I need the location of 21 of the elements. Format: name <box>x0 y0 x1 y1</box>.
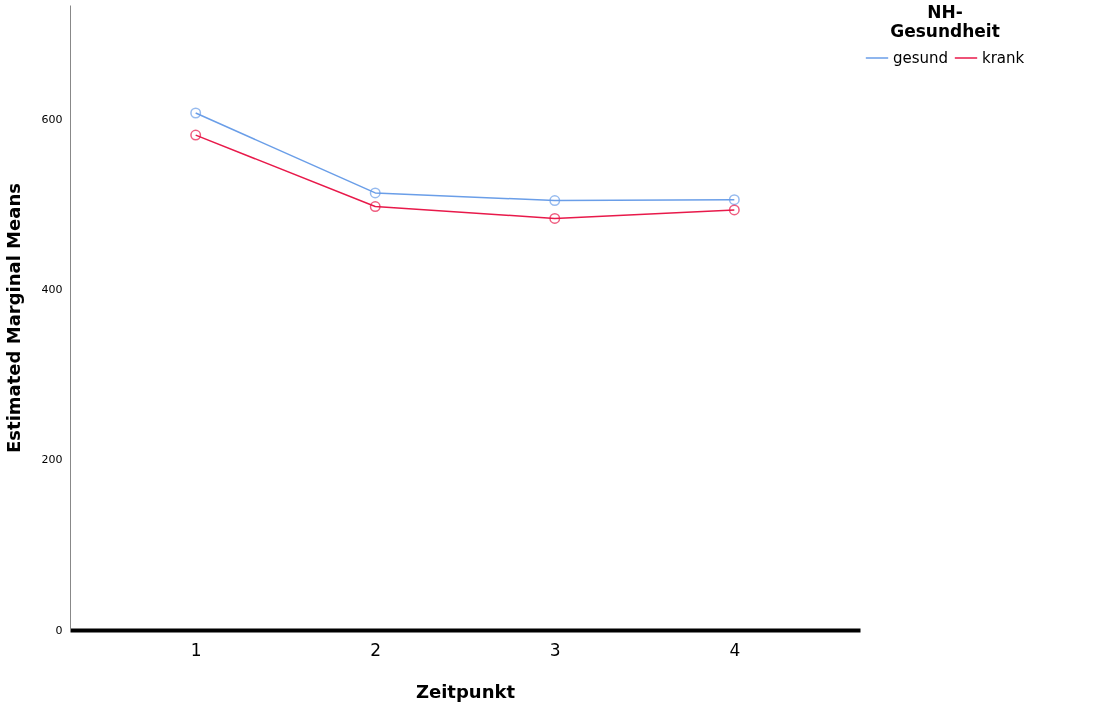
x-tick-label: 2 <box>370 639 382 660</box>
x-tick-label: 3 <box>549 639 561 660</box>
legend-label: krank <box>982 49 1025 67</box>
point <box>549 212 561 224</box>
x-axis-title: Zeitpunkt <box>415 680 516 702</box>
point <box>190 129 202 141</box>
legend-title: NH-Gesundheit <box>890 2 1000 41</box>
legend-label: gesund <box>893 49 949 67</box>
point <box>728 204 740 216</box>
point <box>369 187 381 199</box>
point <box>369 201 381 213</box>
y-tick-label: 0 <box>55 623 63 637</box>
y-tick-label: 400 <box>41 283 63 297</box>
y-tick-label: 200 <box>41 453 63 467</box>
point <box>728 194 740 206</box>
y-tick-label: 600 <box>41 113 63 127</box>
point <box>549 195 561 207</box>
point <box>190 107 202 119</box>
x-tick-label: 4 <box>729 639 741 660</box>
y-axis-title: Estimated Marginal Means <box>2 183 24 453</box>
x-tick-label: 1 <box>190 639 202 660</box>
